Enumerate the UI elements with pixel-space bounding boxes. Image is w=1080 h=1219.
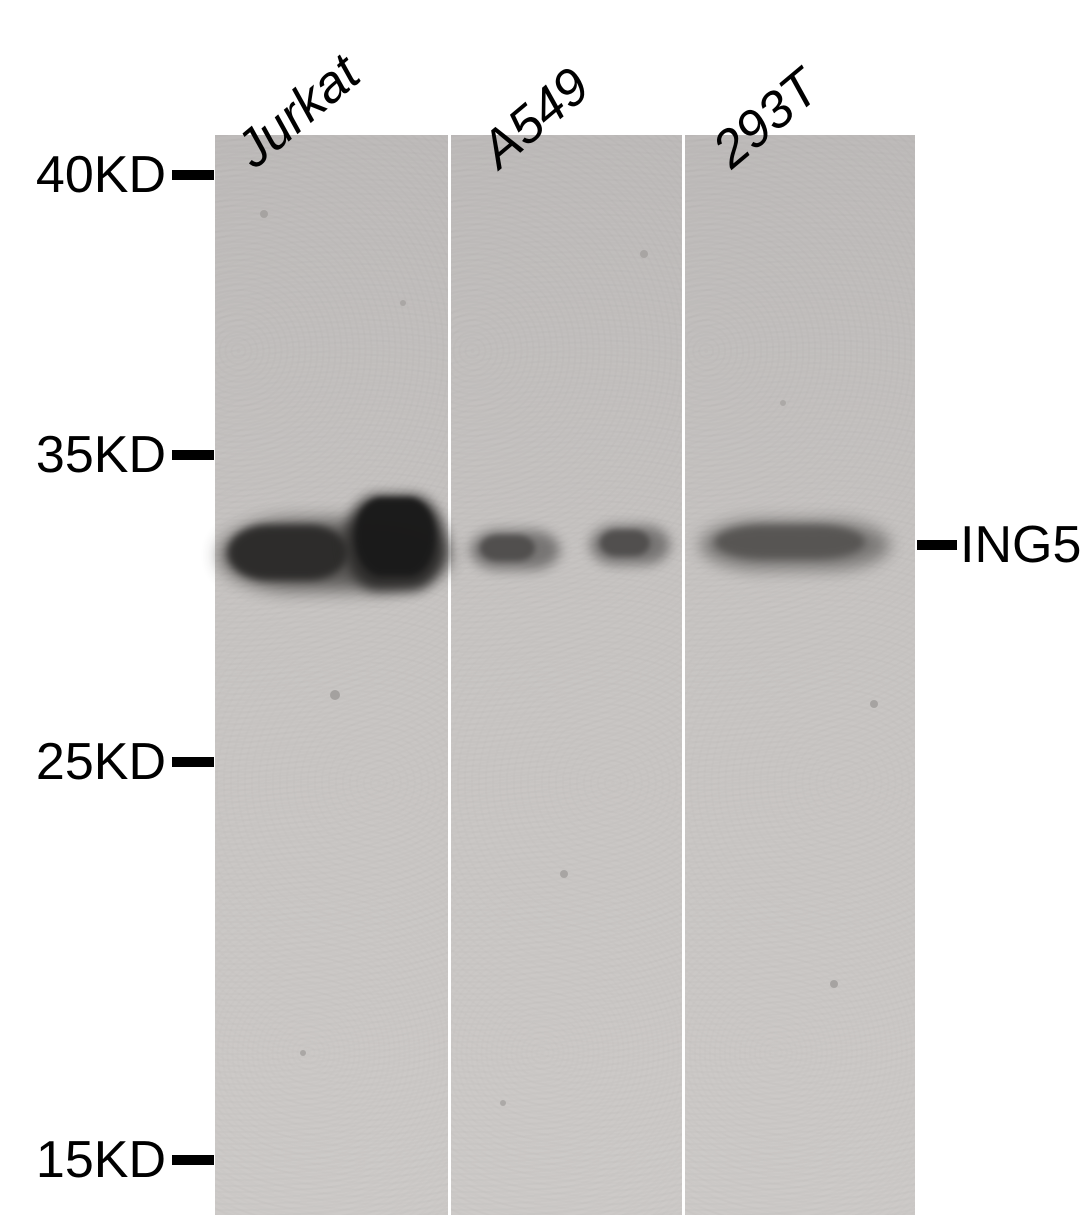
band-293t — [715, 525, 865, 559]
band-jurkat — [355, 498, 435, 576]
ladder-tick — [172, 757, 214, 767]
membrane-speck — [500, 1100, 506, 1106]
lane-divider — [448, 135, 451, 1215]
ladder-label: 40KD — [36, 145, 166, 205]
band-a549 — [480, 535, 535, 561]
membrane-speck — [400, 300, 406, 306]
western-blot-figure: 40KD35KD25KD15KD ING5 JurkatA549293T — [0, 0, 1080, 1219]
membrane-speck — [300, 1050, 306, 1056]
membrane-speck — [780, 400, 786, 406]
lane-jurkat — [215, 135, 449, 1215]
ladder-label: 25KD — [36, 732, 166, 792]
lane-divider — [682, 135, 685, 1215]
membrane-speck — [330, 690, 340, 700]
lane-293t — [683, 135, 915, 1215]
lane-a549 — [449, 135, 683, 1215]
band-jurkat — [228, 525, 348, 580]
membrane-speck — [830, 980, 838, 988]
target-tick — [917, 540, 957, 550]
ladder-tick — [172, 1155, 214, 1165]
ladder-label: 15KD — [36, 1130, 166, 1190]
target-protein-label: ING5 — [960, 515, 1080, 575]
ladder-tick — [172, 450, 214, 460]
ladder-tick — [172, 170, 214, 180]
membrane-speck — [870, 700, 878, 708]
blot-membrane-area — [215, 135, 915, 1215]
band-a549 — [600, 530, 650, 556]
membrane-speck — [560, 870, 568, 878]
ladder-label: 35KD — [36, 425, 166, 485]
membrane-speck — [260, 210, 268, 218]
membrane-speck — [640, 250, 648, 258]
